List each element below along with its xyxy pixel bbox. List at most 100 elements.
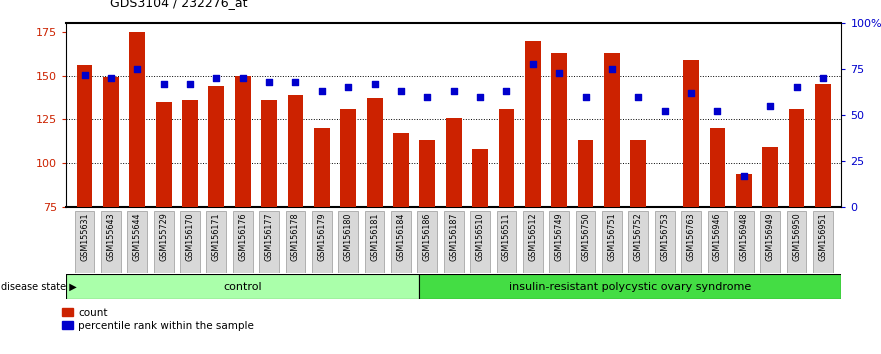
Text: GSM156180: GSM156180 bbox=[344, 212, 352, 261]
Text: GSM156946: GSM156946 bbox=[713, 212, 722, 261]
FancyBboxPatch shape bbox=[206, 211, 226, 273]
Text: GSM156750: GSM156750 bbox=[581, 212, 590, 261]
Bar bbox=[788, 109, 804, 207]
Point bbox=[763, 103, 777, 109]
Bar bbox=[182, 100, 198, 207]
FancyBboxPatch shape bbox=[575, 211, 596, 273]
Bar bbox=[393, 133, 409, 207]
Text: GSM156950: GSM156950 bbox=[792, 212, 801, 261]
Bar bbox=[261, 100, 277, 207]
FancyBboxPatch shape bbox=[681, 211, 701, 273]
Text: GSM156177: GSM156177 bbox=[264, 212, 274, 261]
FancyBboxPatch shape bbox=[419, 274, 841, 299]
Point bbox=[104, 75, 118, 81]
Point bbox=[288, 79, 302, 85]
Point bbox=[236, 75, 250, 81]
Point bbox=[210, 75, 224, 81]
Text: GSM156176: GSM156176 bbox=[238, 212, 248, 261]
Bar bbox=[103, 78, 119, 207]
Text: GSM156752: GSM156752 bbox=[633, 212, 643, 261]
Point bbox=[500, 88, 514, 94]
Bar bbox=[340, 109, 356, 207]
Point bbox=[157, 81, 171, 87]
Bar bbox=[287, 95, 303, 207]
FancyBboxPatch shape bbox=[259, 211, 279, 273]
Text: GSM156179: GSM156179 bbox=[317, 212, 326, 261]
Text: GSM156510: GSM156510 bbox=[476, 212, 485, 261]
Text: GSM155643: GSM155643 bbox=[107, 212, 115, 261]
Text: GSM156512: GSM156512 bbox=[529, 212, 537, 261]
Point bbox=[130, 66, 144, 72]
Bar bbox=[130, 32, 145, 207]
Text: GSM156178: GSM156178 bbox=[291, 212, 300, 261]
FancyBboxPatch shape bbox=[813, 211, 833, 273]
Bar bbox=[419, 141, 435, 207]
Text: GSM156763: GSM156763 bbox=[686, 212, 695, 261]
FancyBboxPatch shape bbox=[760, 211, 780, 273]
FancyBboxPatch shape bbox=[365, 211, 384, 273]
Text: GSM156186: GSM156186 bbox=[423, 212, 432, 261]
Text: GSM155631: GSM155631 bbox=[80, 212, 89, 261]
Point bbox=[78, 72, 92, 78]
Bar bbox=[209, 86, 225, 207]
Bar bbox=[631, 141, 647, 207]
Text: GSM156184: GSM156184 bbox=[396, 212, 405, 261]
Point bbox=[579, 94, 593, 99]
FancyBboxPatch shape bbox=[497, 211, 516, 273]
FancyBboxPatch shape bbox=[338, 211, 358, 273]
FancyBboxPatch shape bbox=[655, 211, 675, 273]
Point bbox=[420, 94, 434, 99]
FancyBboxPatch shape bbox=[180, 211, 200, 273]
Bar bbox=[736, 174, 751, 207]
FancyBboxPatch shape bbox=[418, 211, 437, 273]
Text: GSM156749: GSM156749 bbox=[555, 212, 564, 261]
Point bbox=[447, 88, 461, 94]
FancyBboxPatch shape bbox=[444, 211, 463, 273]
Bar bbox=[446, 118, 462, 207]
FancyBboxPatch shape bbox=[707, 211, 728, 273]
FancyBboxPatch shape bbox=[470, 211, 490, 273]
Point bbox=[367, 81, 381, 87]
Point bbox=[657, 109, 671, 114]
Text: GDS3104 / 232276_at: GDS3104 / 232276_at bbox=[110, 0, 248, 9]
Text: GSM156949: GSM156949 bbox=[766, 212, 774, 261]
Bar bbox=[578, 141, 594, 207]
Bar bbox=[709, 128, 725, 207]
FancyBboxPatch shape bbox=[734, 211, 753, 273]
FancyBboxPatch shape bbox=[128, 211, 147, 273]
Bar bbox=[552, 53, 567, 207]
Point bbox=[789, 85, 803, 90]
FancyBboxPatch shape bbox=[312, 211, 332, 273]
Bar bbox=[762, 148, 778, 207]
Bar bbox=[656, 207, 672, 251]
FancyBboxPatch shape bbox=[602, 211, 622, 273]
Bar bbox=[499, 109, 515, 207]
FancyBboxPatch shape bbox=[101, 211, 121, 273]
Text: GSM156187: GSM156187 bbox=[449, 212, 458, 261]
FancyBboxPatch shape bbox=[550, 211, 569, 273]
Bar bbox=[77, 65, 93, 207]
Legend: count, percentile rank within the sample: count, percentile rank within the sample bbox=[63, 308, 254, 331]
Text: GSM155644: GSM155644 bbox=[133, 212, 142, 261]
Bar bbox=[815, 84, 831, 207]
Bar bbox=[604, 53, 620, 207]
Point bbox=[341, 85, 355, 90]
Text: GSM156951: GSM156951 bbox=[818, 212, 827, 261]
Point bbox=[816, 75, 830, 81]
Point bbox=[262, 79, 276, 85]
Bar bbox=[235, 76, 251, 207]
Text: GSM156751: GSM156751 bbox=[607, 212, 617, 261]
Text: GSM156511: GSM156511 bbox=[502, 212, 511, 261]
Bar bbox=[472, 149, 488, 207]
Point bbox=[526, 61, 540, 66]
Point bbox=[315, 88, 329, 94]
Point bbox=[737, 173, 751, 179]
FancyBboxPatch shape bbox=[154, 211, 174, 273]
Bar bbox=[366, 98, 382, 207]
Point bbox=[710, 109, 724, 114]
Point bbox=[632, 94, 646, 99]
Point bbox=[605, 66, 619, 72]
Point bbox=[552, 70, 566, 75]
Text: GSM156181: GSM156181 bbox=[370, 212, 379, 261]
Text: GSM155729: GSM155729 bbox=[159, 212, 168, 261]
